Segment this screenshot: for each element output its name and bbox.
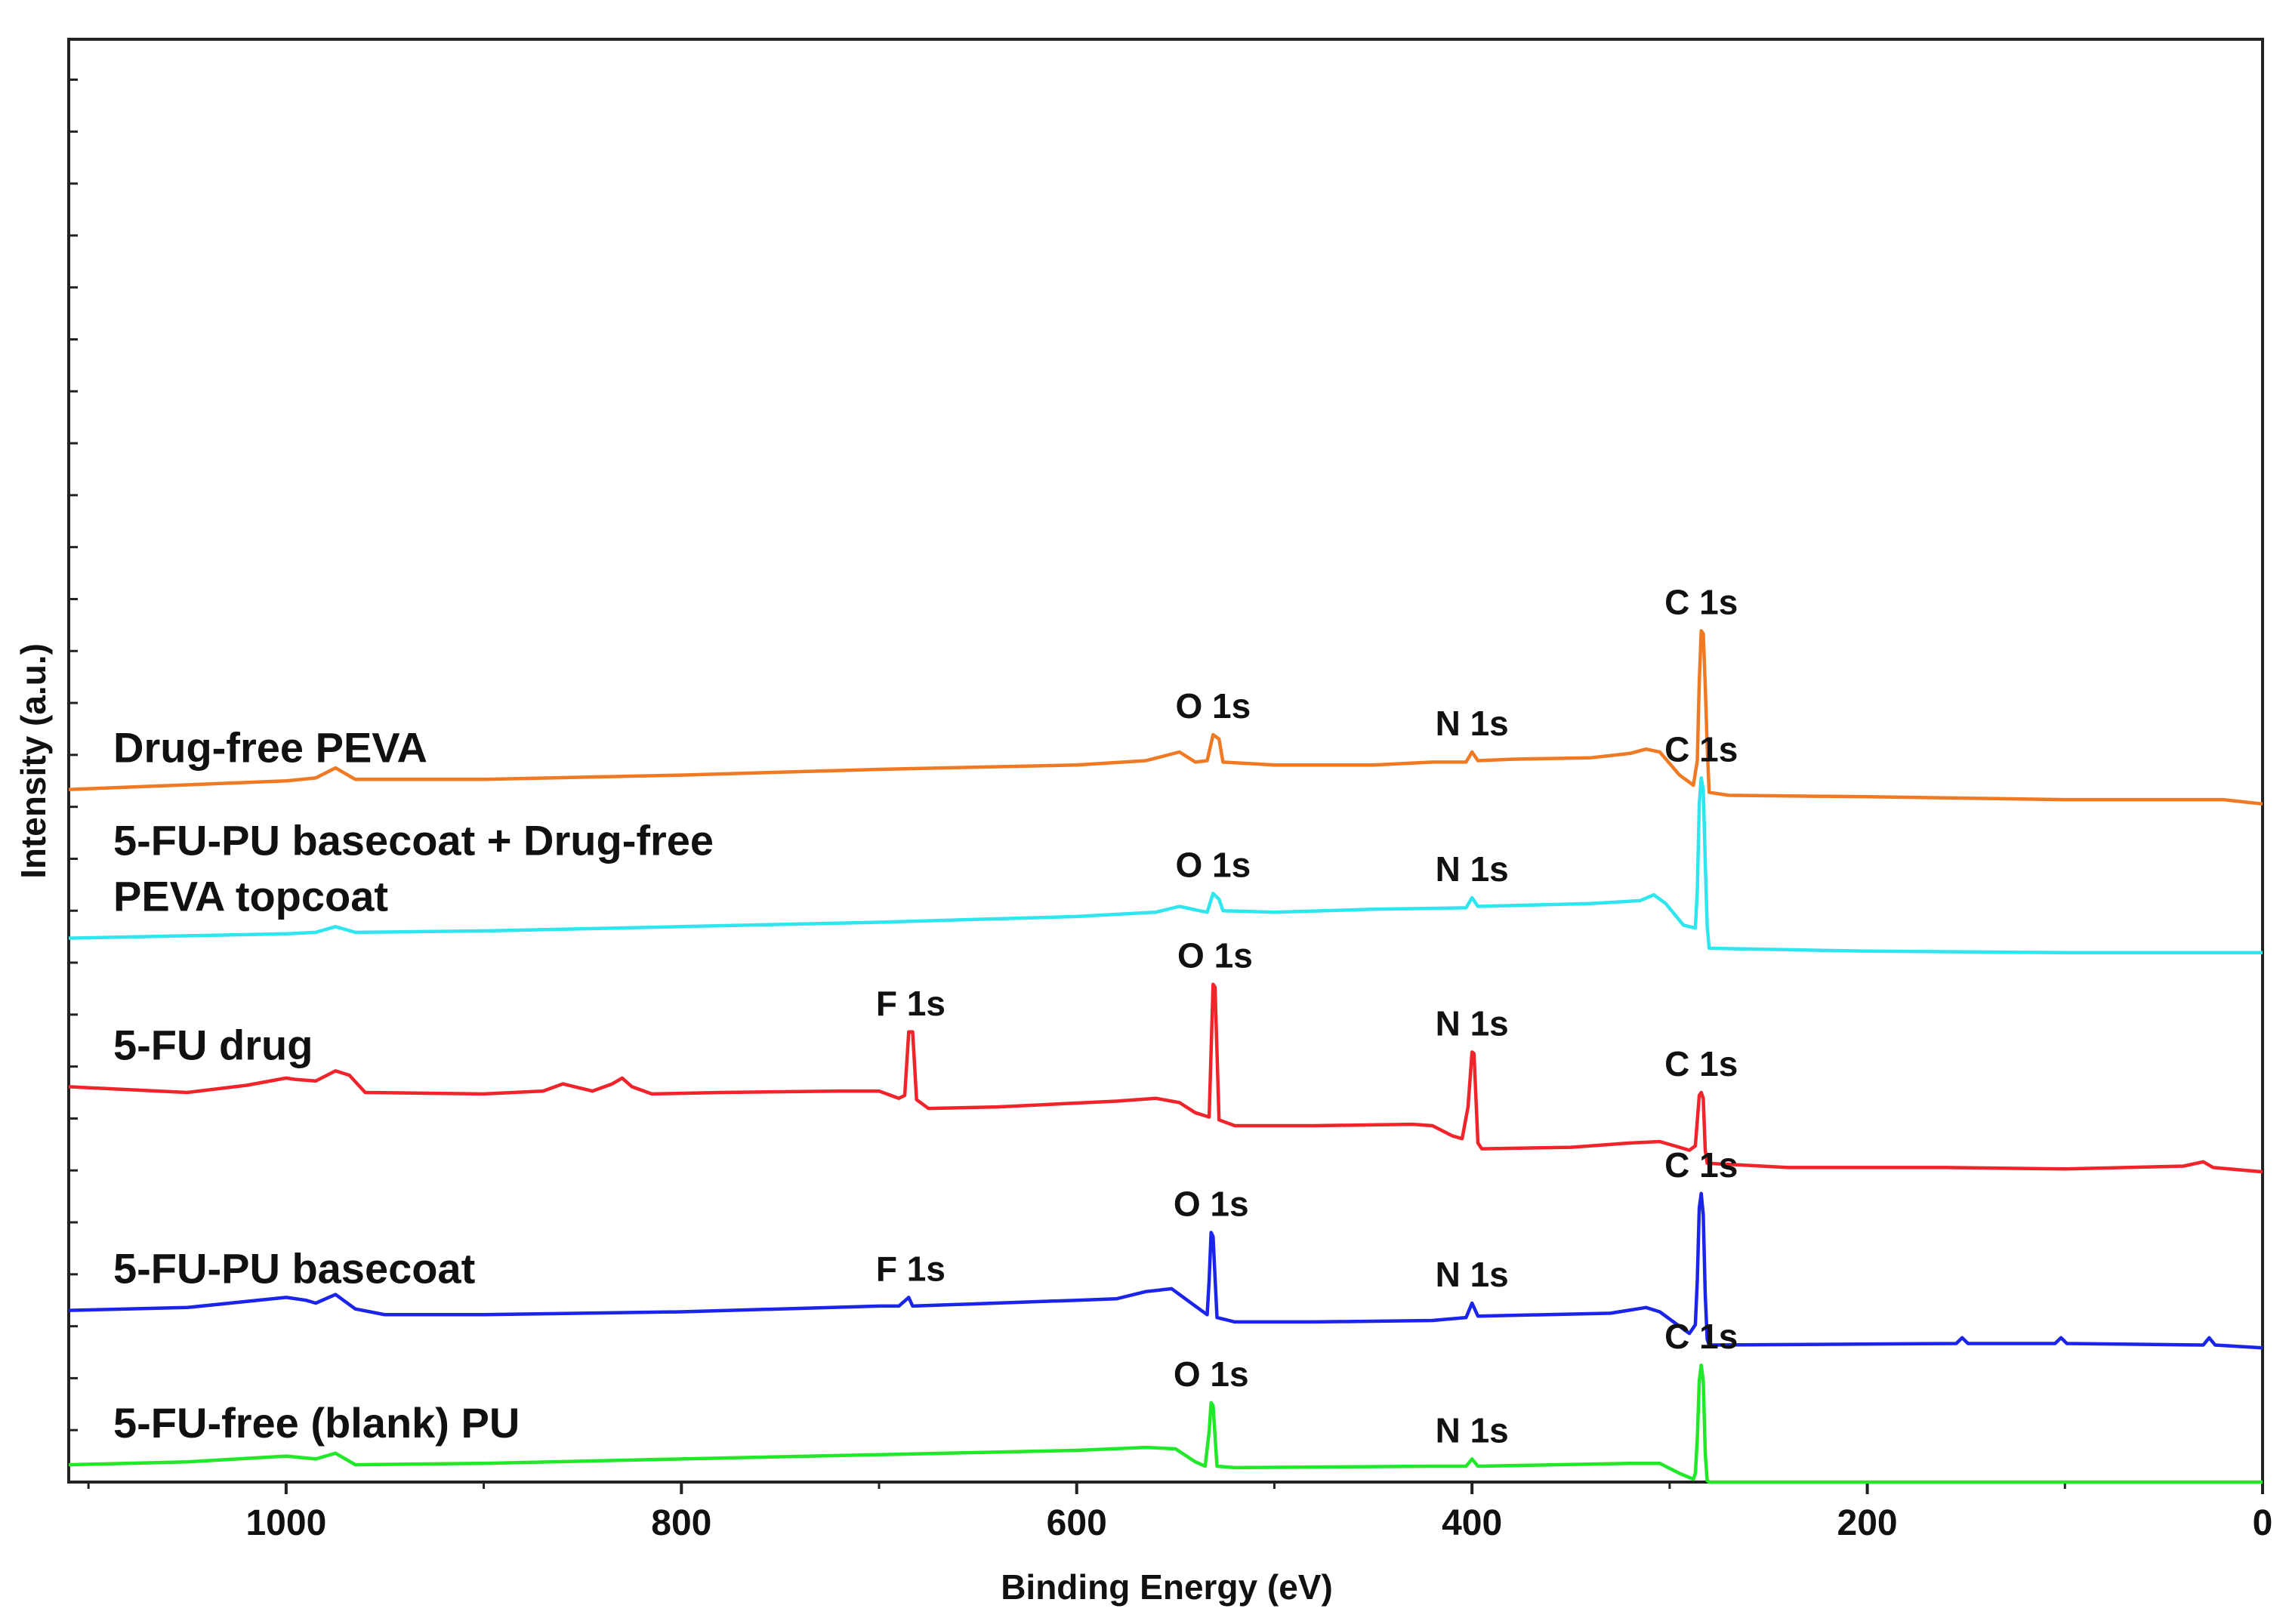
peak-label: N 1s	[1436, 1255, 1509, 1294]
peak-label: C 1s	[1664, 1317, 1738, 1356]
peak-label: C 1s	[1664, 583, 1738, 622]
series-label: PEVA topcoat	[113, 873, 388, 920]
peak-labels: O 1s N 1s C 1s O 1s N 1s C 1s F 1s O 1s N 1s C 1s…	[876, 583, 1738, 1450]
series-labels: Drug-free PEVA 5-FU-PU basecoat + Drug-fr…	[113, 724, 714, 1447]
series-label: 5-FU drug	[113, 1021, 313, 1068]
peak-label: O 1s	[1177, 936, 1253, 975]
peak-label: N 1s	[1436, 704, 1509, 743]
trace-5-fu-drug	[68, 982, 2263, 1174]
peak-label: O 1s	[1175, 845, 1251, 884]
series-label: 5-FU-PU basecoat + Drug-free	[113, 817, 714, 864]
peak-label: O 1s	[1175, 686, 1251, 726]
x-tick-label: 200	[1837, 1503, 1898, 1543]
peak-label: F 1s	[876, 984, 946, 1023]
peak-label: N 1s	[1436, 849, 1509, 889]
peak-label: F 1s	[876, 1249, 946, 1288]
peak-label: N 1s	[1436, 1410, 1509, 1450]
plot-frame	[67, 38, 2264, 1484]
x-tick-label: 800	[651, 1503, 711, 1543]
trace-5-fu-pu-basecoat-drug-free-peva-topcoat	[68, 776, 2263, 954]
peak-label: O 1s	[1174, 1354, 1249, 1394]
series-label: 5-FU-PU basecoat	[113, 1245, 475, 1293]
x-tick-label: 600	[1047, 1503, 1107, 1543]
x-tick-label: 400	[1442, 1503, 1502, 1543]
y-axis-ticks	[69, 79, 78, 1484]
series-label: 5-FU-free (blank) PU	[113, 1399, 520, 1447]
peak-label: N 1s	[1436, 1004, 1509, 1043]
spectra-traces	[68, 629, 2263, 1484]
peak-label: C 1s	[1664, 1145, 1738, 1185]
peak-label: C 1s	[1664, 729, 1738, 769]
x-axis-title: Binding Energy (eV)	[1001, 1567, 1333, 1607]
y-axis-title: Intensity (a.u.)	[14, 643, 53, 879]
series-label: Drug-free PEVA	[113, 724, 427, 772]
x-axis: 1000 800 600 400 200 0	[87, 1482, 2273, 1543]
x-tick-label: 0	[2253, 1503, 2273, 1543]
peak-label: C 1s	[1664, 1044, 1738, 1083]
x-tick-label: 1000	[245, 1503, 326, 1543]
peak-label: O 1s	[1174, 1184, 1249, 1223]
trace-5-fu-free-blank-pu	[68, 1363, 2263, 1484]
trace-drug-free-peva	[68, 629, 2263, 806]
trace-5-fu-pu-basecoat	[68, 1191, 2263, 1350]
